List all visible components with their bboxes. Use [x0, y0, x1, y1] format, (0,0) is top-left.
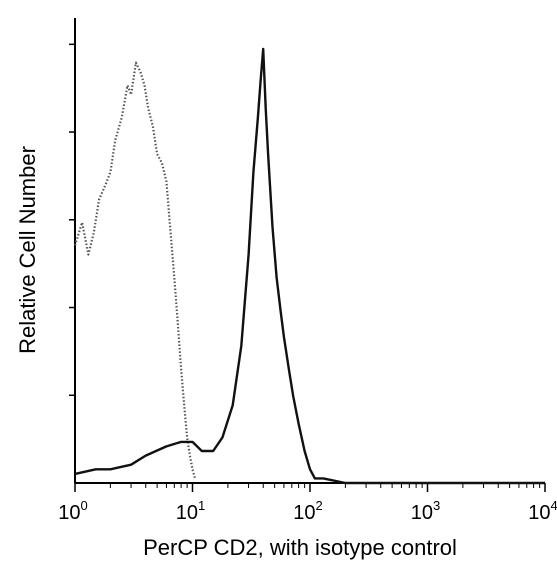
y-axis-title: Relative Cell Number	[15, 146, 40, 354]
x-tick-label-base: 10	[528, 502, 550, 524]
x-axis-title: PerCP CD2, with isotype control	[143, 535, 457, 560]
x-tick-label-exp: 1	[198, 498, 205, 513]
cd2-stained-curve	[74, 47, 545, 485]
x-tick-label-exp: 0	[81, 498, 88, 513]
x-tick-label: 102	[293, 498, 322, 524]
x-tick-label-exp: 3	[433, 498, 440, 513]
x-tick-label-base: 10	[176, 502, 198, 524]
x-tick-label-base: 10	[58, 502, 80, 524]
series-layer	[73, 47, 545, 485]
x-axis-ticks: 100 101 102 103 104	[58, 483, 557, 524]
x-tick-label-exp: 2	[316, 498, 323, 513]
x-tick-label: 104	[528, 498, 557, 524]
x-tick-label-exp: 4	[551, 498, 557, 513]
x-tick-label: 101	[176, 498, 205, 524]
isotype-control-curve	[73, 61, 197, 479]
plot-frame	[69, 18, 545, 484]
x-tick-label: 103	[411, 498, 440, 524]
x-tick-label-base: 10	[293, 502, 315, 524]
x-tick-label: 100	[58, 498, 87, 524]
x-tick-label-base: 10	[411, 502, 433, 524]
